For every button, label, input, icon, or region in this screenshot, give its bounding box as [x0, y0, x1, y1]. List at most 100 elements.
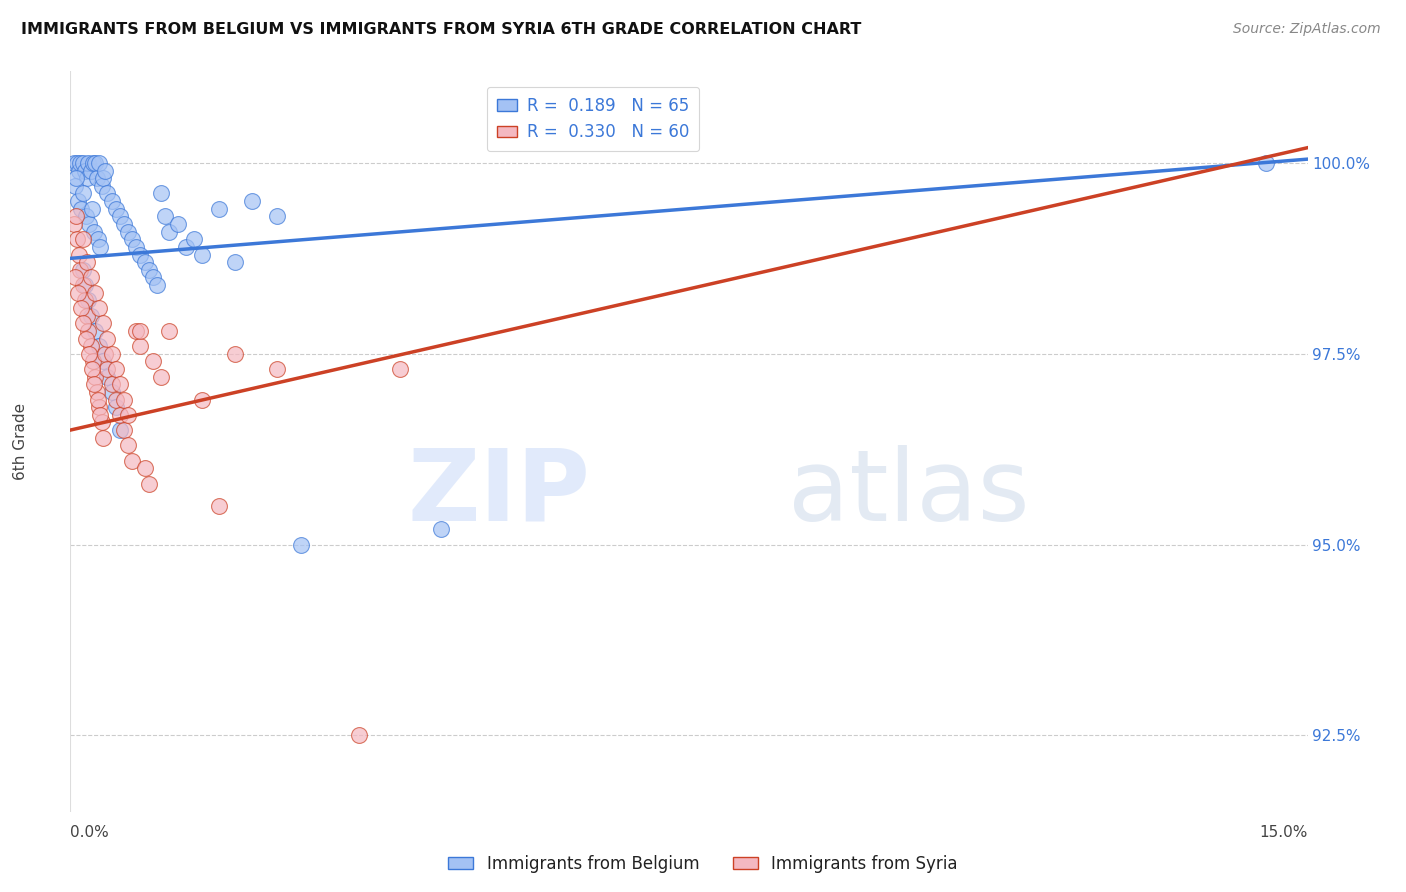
Point — [65, 171, 87, 186]
Point — [72, 186, 94, 201]
Point — [191, 247, 214, 261]
Point — [66, 285, 89, 300]
Point — [290, 538, 312, 552]
Point — [82, 156, 104, 170]
Legend: Immigrants from Belgium, Immigrants from Syria: Immigrants from Belgium, Immigrants from… — [441, 848, 965, 880]
Point — [96, 331, 118, 345]
Point — [82, 354, 104, 368]
Point — [142, 270, 165, 285]
Point — [153, 210, 176, 224]
Point — [100, 384, 122, 399]
Point — [80, 270, 103, 285]
Point — [86, 384, 108, 399]
Text: ZIP: ZIP — [408, 445, 591, 541]
Point — [75, 163, 97, 178]
Point — [83, 377, 105, 392]
Point — [77, 156, 100, 170]
Point — [75, 331, 97, 345]
Point — [129, 339, 152, 353]
Point — [121, 453, 143, 467]
Point — [183, 232, 205, 246]
Point — [96, 186, 118, 201]
Point — [125, 240, 148, 254]
Point — [134, 255, 156, 269]
Point — [117, 438, 139, 452]
Point — [63, 217, 86, 231]
Text: atlas: atlas — [787, 445, 1029, 541]
Point — [90, 178, 112, 193]
Point — [80, 339, 103, 353]
Point — [138, 476, 160, 491]
Point — [208, 500, 231, 514]
Point — [72, 156, 94, 170]
Point — [76, 309, 98, 323]
Point — [100, 347, 122, 361]
Point — [66, 232, 89, 246]
Text: IMMIGRANTS FROM BELGIUM VS IMMIGRANTS FROM SYRIA 6TH GRADE CORRELATION CHART: IMMIGRANTS FROM BELGIUM VS IMMIGRANTS FR… — [21, 22, 862, 37]
Point — [75, 210, 97, 224]
Point — [83, 225, 105, 239]
Point — [94, 347, 117, 361]
Point — [72, 316, 94, 330]
Point — [91, 316, 114, 330]
Point — [80, 202, 103, 216]
Point — [104, 202, 127, 216]
Point — [108, 423, 131, 437]
Point — [208, 202, 231, 216]
Point — [86, 171, 108, 186]
Point — [94, 163, 117, 178]
Text: 6th Grade: 6th Grade — [13, 403, 28, 480]
Point — [89, 400, 111, 414]
Point — [266, 362, 288, 376]
Point — [104, 400, 127, 414]
Point — [91, 431, 114, 445]
Point — [72, 262, 94, 277]
Point — [77, 347, 100, 361]
Point — [90, 416, 112, 430]
Point — [65, 178, 87, 193]
Point — [76, 255, 98, 269]
Point — [138, 262, 160, 277]
Point — [96, 369, 118, 384]
Point — [86, 392, 108, 407]
Point — [121, 232, 143, 246]
Point — [84, 369, 107, 384]
Point — [69, 156, 91, 170]
Point — [100, 377, 122, 392]
Point — [65, 270, 87, 285]
Point — [108, 210, 131, 224]
Point — [347, 728, 370, 742]
Point — [84, 285, 107, 300]
Point — [89, 156, 111, 170]
Point — [66, 156, 89, 170]
Point — [100, 194, 122, 208]
Point — [80, 309, 103, 323]
Point — [157, 324, 180, 338]
Point — [134, 461, 156, 475]
Point — [142, 354, 165, 368]
Point — [75, 278, 97, 293]
Point — [112, 423, 135, 437]
Text: 15.0%: 15.0% — [1260, 825, 1308, 840]
Point — [430, 522, 453, 536]
Point — [69, 262, 91, 277]
Point — [150, 369, 173, 384]
Point — [89, 240, 111, 254]
Point — [104, 362, 127, 376]
Point — [104, 392, 127, 407]
Point — [1256, 156, 1278, 170]
Point — [117, 408, 139, 422]
Point — [67, 163, 90, 178]
Point — [112, 392, 135, 407]
Point — [66, 194, 89, 208]
Point — [224, 347, 246, 361]
Point — [108, 377, 131, 392]
Point — [91, 171, 114, 186]
Point — [224, 255, 246, 269]
Point — [80, 362, 103, 376]
Point — [75, 293, 97, 308]
Point — [96, 362, 118, 376]
Point — [77, 217, 100, 231]
Point — [266, 210, 288, 224]
Point — [76, 171, 98, 186]
